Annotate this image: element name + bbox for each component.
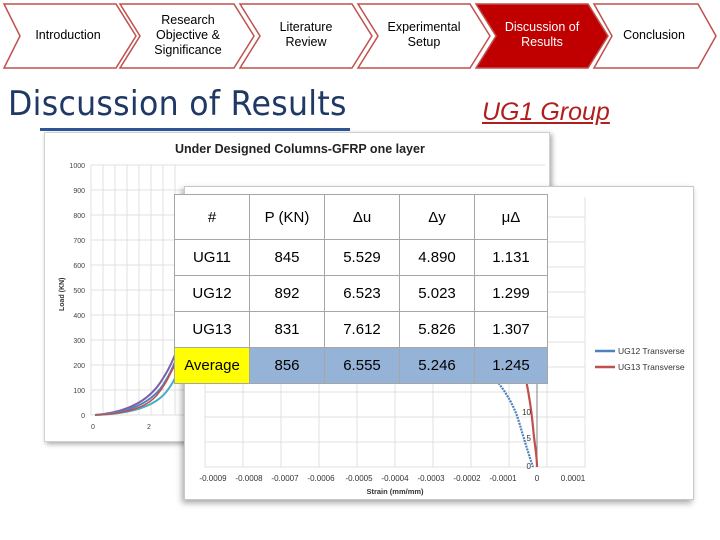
x-tick: -0.0004 (381, 474, 409, 483)
cell-ductility: 1.299 (474, 275, 548, 312)
nav-label-introduction[interactable]: Introduction (35, 27, 101, 42)
header-delta-u: Δu (324, 194, 400, 240)
nav-chevron-conclusion[interactable] (592, 3, 717, 69)
cell-delta-u: 5.529 (324, 239, 400, 276)
x-tick: -0.0003 (417, 474, 445, 483)
x-tick: -0.0008 (235, 474, 263, 483)
y-tick: 700 (73, 238, 85, 245)
y-tick: 5 (527, 434, 532, 443)
table-average-row: Average 856 6.555 5.246 1.245 (174, 347, 548, 384)
y-tick: 0 (527, 462, 532, 471)
load-chart-title: Under Designed Columns-GFRP one layer (175, 142, 425, 156)
x-tick: -0.0001 (489, 474, 517, 483)
page-title: Discussion of Results (8, 84, 347, 124)
header-load: P (KN) (249, 194, 325, 240)
nav-label-conclusion[interactable]: Conclusion (623, 27, 685, 42)
y-tick: 500 (73, 288, 85, 295)
group-label: UG1 Group (482, 98, 610, 126)
nav-chevron-introduction[interactable] (2, 3, 137, 69)
nav-chevron-literature[interactable] (238, 3, 373, 69)
nav-chevron-discussion[interactable] (474, 3, 609, 69)
table-row: UG11 845 5.529 4.890 1.131 (174, 239, 548, 276)
load-chart-y-ticks: 1000 900 800 700 600 500 400 300 200 100… (69, 163, 85, 420)
cell-load: 856 (249, 347, 325, 384)
y-tick: 200 (73, 363, 85, 370)
nav-label-discussion[interactable]: Discussion of Results (504, 20, 580, 49)
cell-id: UG11 (174, 239, 250, 276)
x-tick: -0.0006 (307, 474, 335, 483)
cell-delta-y: 4.890 (399, 239, 475, 276)
y-tick: 300 (73, 338, 85, 345)
load-curve-blue (94, 352, 180, 416)
x-tick: 2 (147, 424, 151, 431)
nav-label-research[interactable]: Research Objective & Significance (154, 12, 222, 57)
nav-chevron-research[interactable] (118, 3, 255, 69)
y-tick: 0 (81, 413, 85, 420)
nav-chevron-experimental[interactable] (356, 3, 491, 69)
x-tick: -0.0007 (271, 474, 299, 483)
x-tick: -0.0002 (453, 474, 481, 483)
x-tick: 0.0001 (561, 474, 586, 483)
cell-delta-u: 7.612 (324, 311, 400, 348)
x-tick: 0 (91, 424, 95, 431)
y-tick: 900 (73, 188, 85, 195)
x-tick: -0.0009 (199, 474, 227, 483)
legend-label-ug12: UG12 Transverse (618, 346, 685, 356)
cell-load: 892 (249, 275, 325, 312)
cell-delta-u: 6.555 (324, 347, 400, 384)
nav-chevrons (2, 3, 717, 69)
x-tick: 0 (535, 474, 540, 483)
header-id: # (174, 194, 250, 240)
strain-chart-x-label: Strain (mm/mm) (366, 487, 424, 496)
cell-ductility: 1.131 (474, 239, 548, 276)
cell-average-label: Average (174, 347, 250, 384)
y-tick: 600 (73, 263, 85, 270)
legend-label-ug13: UG13 Transverse (618, 362, 685, 372)
table-row: UG12 892 6.523 5.023 1.299 (174, 275, 548, 312)
section-navigation: Introduction Research Objective & Signif… (0, 0, 720, 72)
strain-curve-ug12 (484, 366, 535, 468)
strain-chart-x-ticks: -0.0009 -0.0008 -0.0007 -0.0006 -0.0005 … (199, 474, 585, 483)
y-tick: 10 (522, 408, 531, 417)
y-tick: 800 (73, 213, 85, 220)
load-chart-y-label: Load (KN) (59, 278, 66, 311)
table-row: UG13 831 7.612 5.826 1.307 (174, 311, 548, 348)
nav-label-literature[interactable]: Literature Review (279, 20, 333, 49)
nav-label-experimental[interactable]: Experimental Setup (387, 20, 461, 49)
y-tick: 1000 (69, 163, 85, 170)
cell-delta-y: 5.023 (399, 275, 475, 312)
y-tick: 400 (73, 313, 85, 320)
cell-delta-u: 6.523 (324, 275, 400, 312)
results-table: # P (KN) Δu Δy μΔ UG11 845 5.529 4.890 1… (174, 194, 548, 384)
cell-id: UG13 (174, 311, 250, 348)
load-chart-x-ticks: 0 2 (91, 424, 151, 431)
header-ductility: μΔ (474, 194, 548, 240)
y-tick: 100 (73, 388, 85, 395)
cell-load: 831 (249, 311, 325, 348)
title-underline (40, 128, 350, 131)
header-delta-y: Δy (399, 194, 475, 240)
cell-load: 845 (249, 239, 325, 276)
strain-chart-y-ticks: 10 5 0 (522, 408, 531, 471)
cell-delta-y: 5.246 (399, 347, 475, 384)
cell-ductility: 1.245 (474, 347, 548, 384)
x-tick: -0.0005 (345, 474, 373, 483)
cell-delta-y: 5.826 (399, 311, 475, 348)
table-header-row: # P (KN) Δu Δy μΔ (174, 194, 548, 240)
cell-id: UG12 (174, 275, 250, 312)
strain-chart-legend: UG12 Transverse UG13 Transverse (595, 346, 685, 372)
load-curve-red (94, 358, 180, 416)
cell-ductility: 1.307 (474, 311, 548, 348)
